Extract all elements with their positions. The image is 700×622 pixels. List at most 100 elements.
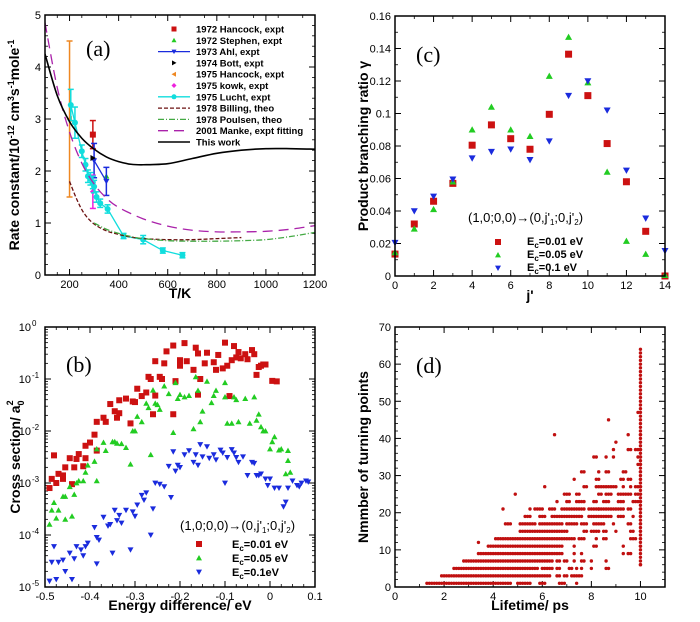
data-point xyxy=(530,551,535,556)
data-point xyxy=(604,514,608,519)
data-point xyxy=(163,348,170,355)
data-point xyxy=(557,551,562,556)
data-point xyxy=(53,577,60,583)
data-point xyxy=(161,484,168,490)
data-point xyxy=(484,559,488,563)
y-tick-label: 1 xyxy=(35,218,41,230)
data-point xyxy=(486,566,490,571)
data-point xyxy=(540,574,544,578)
data-point xyxy=(496,581,500,585)
data-point xyxy=(267,446,273,452)
data-point xyxy=(604,537,608,541)
data-point xyxy=(520,544,525,548)
data-point xyxy=(545,72,553,79)
data-point xyxy=(181,452,188,458)
data-point xyxy=(540,581,544,585)
data-point xyxy=(506,559,510,563)
data-point xyxy=(523,544,527,548)
data-point xyxy=(606,418,611,422)
data-point xyxy=(533,551,537,556)
data-point xyxy=(557,574,562,578)
data-point xyxy=(562,529,567,533)
data-point xyxy=(638,522,643,526)
data-point xyxy=(190,425,197,432)
data-point xyxy=(186,392,192,398)
data-point xyxy=(457,566,461,571)
data-point xyxy=(93,561,100,567)
data-point xyxy=(614,485,618,489)
legend-entry: Ec=0.01 eV xyxy=(232,539,289,553)
data-point xyxy=(508,574,513,578)
data-point xyxy=(484,566,488,571)
data-point xyxy=(628,507,633,511)
data-point xyxy=(114,440,120,446)
data-point xyxy=(476,540,481,545)
data-point xyxy=(555,551,559,556)
data-point xyxy=(547,522,552,526)
legend-entry: Ec=0.01 eV xyxy=(527,236,584,250)
panel-b-frame xyxy=(44,326,316,588)
data-point xyxy=(555,574,559,578)
data-point xyxy=(582,507,586,511)
data-point xyxy=(594,455,598,459)
data-point xyxy=(577,537,581,541)
data-point xyxy=(574,507,579,511)
data-point xyxy=(518,551,522,556)
data-point xyxy=(574,574,579,578)
data-point xyxy=(638,381,643,385)
data-point xyxy=(80,553,87,559)
data-point xyxy=(439,574,444,578)
data-point xyxy=(604,559,608,563)
data-point xyxy=(626,433,630,437)
data-point xyxy=(638,395,643,400)
data-point xyxy=(567,507,571,511)
data-point xyxy=(520,559,525,563)
data-point xyxy=(507,146,515,153)
data-point xyxy=(638,355,643,359)
data-point xyxy=(606,514,611,519)
data-point xyxy=(638,492,643,496)
txt: =0.1eV xyxy=(244,567,280,579)
data-point xyxy=(565,514,569,519)
data-point xyxy=(574,581,579,585)
data-point xyxy=(516,551,520,556)
legend-entry: 1978 Poulsen, theo xyxy=(196,115,282,126)
data-point xyxy=(557,581,562,585)
data-point xyxy=(535,537,540,541)
data-point xyxy=(565,92,573,100)
data-point xyxy=(140,236,147,243)
data-point xyxy=(481,574,486,578)
data-point xyxy=(638,470,643,474)
x-tick-label: 4 xyxy=(469,280,475,292)
y-tick-exponent: -3 xyxy=(32,475,40,484)
data-point xyxy=(538,529,542,533)
data-point xyxy=(525,544,530,548)
data-point xyxy=(138,418,145,425)
data-point xyxy=(589,566,594,571)
data-point xyxy=(594,499,598,504)
data-point xyxy=(430,197,438,205)
data-point xyxy=(603,168,611,175)
data-point xyxy=(638,440,643,444)
txt: =0.05 eV xyxy=(244,553,289,565)
data-point xyxy=(567,566,571,571)
data-point xyxy=(224,455,231,461)
data-point xyxy=(80,463,87,470)
data-point xyxy=(525,514,530,519)
data-point xyxy=(638,466,643,470)
data-point xyxy=(462,566,466,571)
data-point xyxy=(503,574,508,578)
data-point xyxy=(170,429,177,436)
data-point xyxy=(597,522,601,526)
data-point xyxy=(66,455,73,462)
data-point xyxy=(636,492,640,496)
data-point xyxy=(489,544,493,548)
data-point xyxy=(642,227,650,235)
legend-entry: 1975 kowk, expt xyxy=(196,81,269,92)
data-point xyxy=(231,343,237,350)
data-point xyxy=(152,480,159,486)
data-point xyxy=(638,418,643,422)
x-tick-label: 0 xyxy=(392,591,398,603)
data-point xyxy=(594,507,598,511)
data-point xyxy=(73,544,80,550)
